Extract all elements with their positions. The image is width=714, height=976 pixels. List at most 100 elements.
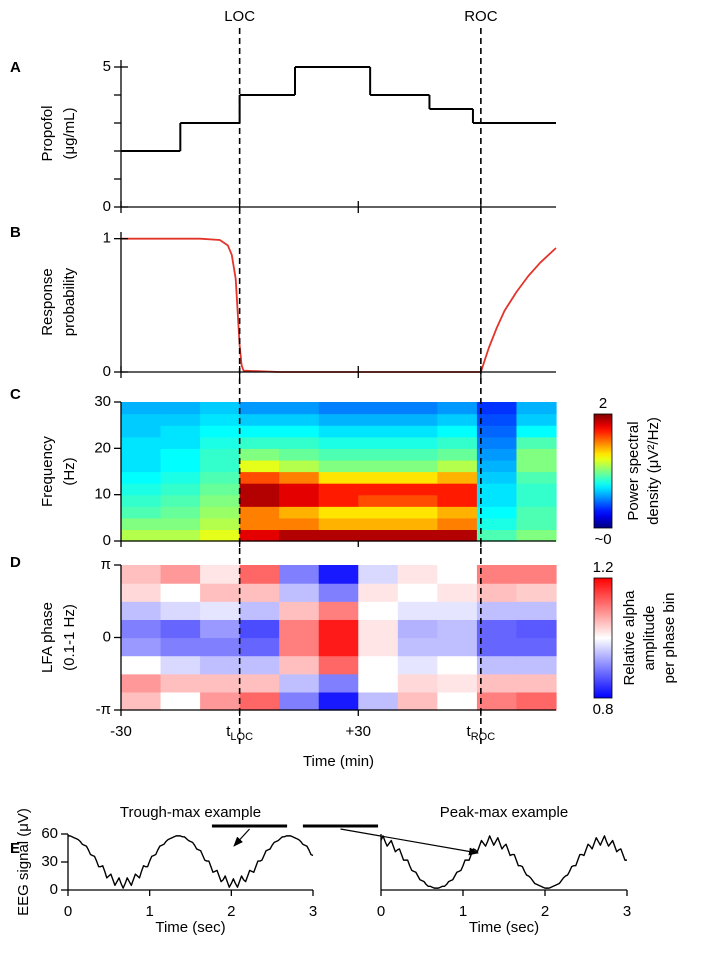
heatmap-cell	[397, 402, 438, 415]
heatmap-cell	[516, 673, 557, 693]
heatmap-cell	[516, 529, 557, 542]
heatmap-cell	[358, 402, 399, 415]
heatmap-cell	[397, 529, 438, 542]
heatmap-cell	[279, 506, 320, 519]
heatmap-cell	[160, 402, 201, 415]
colorbar-label: Power spectral	[625, 421, 642, 520]
heatmap-cell	[200, 471, 241, 484]
heatmap-cell	[121, 402, 162, 415]
heatmap-cell	[476, 637, 518, 657]
heatmap-cell	[516, 601, 557, 620]
heatmap-cell	[476, 655, 518, 675]
y-tick-label: 10	[94, 486, 111, 503]
y-tick-label: 0	[103, 532, 111, 549]
heatmap-cell	[476, 471, 518, 484]
heatmap-cell	[516, 448, 557, 461]
heatmap-cell	[121, 436, 162, 449]
heatmap-cell	[397, 583, 438, 602]
heatmap-cell	[279, 655, 320, 675]
y-tick-label: π	[101, 556, 111, 573]
colorbar-tick-label: ~0	[594, 531, 611, 548]
heatmap-cell	[476, 517, 518, 531]
x-tick-label: 1	[459, 903, 467, 920]
heatmap-cell	[239, 673, 280, 693]
heatmap-cell	[318, 517, 359, 531]
heatmap-cell	[200, 673, 241, 693]
heatmap-cell	[200, 565, 241, 584]
heatmap-cell	[437, 655, 478, 675]
data-line	[68, 835, 314, 889]
heatmap-cell	[318, 691, 359, 711]
heatmap-cell	[279, 637, 320, 657]
heatmap-cell	[279, 402, 320, 415]
heatmap-cell	[121, 483, 162, 496]
heatmap-cell	[200, 601, 241, 620]
heatmap-cell	[121, 655, 162, 675]
heatmap-cell	[121, 637, 162, 657]
heatmap-cell	[358, 494, 399, 507]
heatmap-cell	[160, 471, 201, 484]
heatmap-cell	[476, 448, 518, 461]
heatmap-cell	[239, 529, 280, 542]
heatmap-cell	[279, 483, 320, 496]
heatmap-cell	[200, 494, 241, 507]
heatmap-cell	[476, 691, 518, 711]
heatmap-cell	[358, 637, 399, 657]
heatmap-cell	[516, 517, 557, 531]
heatmap-cell	[200, 583, 241, 602]
heatmap-cell	[437, 436, 478, 449]
heatmap-cell	[160, 483, 201, 496]
heatmap-cell	[476, 494, 518, 507]
x-tick-label: 2	[541, 903, 549, 920]
heatmap-cell	[318, 425, 359, 438]
heatmap-cell	[279, 494, 320, 507]
heatmap-cell	[476, 425, 518, 438]
y-tick-label: 0	[103, 198, 111, 215]
colorbar-label: per phase bin	[661, 593, 678, 684]
heatmap-cell	[437, 459, 478, 473]
heatmap-cell	[121, 583, 162, 602]
heatmap-cell	[239, 448, 280, 461]
y-tick-label: 0	[103, 628, 111, 645]
heatmap-cell	[437, 691, 478, 711]
heatmap-cell	[358, 655, 399, 675]
x-tick-label: tLOC	[226, 723, 253, 743]
heatmap-cell	[279, 691, 320, 711]
heatmap-cell	[437, 619, 478, 639]
heatmap-cell	[318, 506, 359, 519]
heatmap-cell	[318, 471, 359, 484]
heatmap-cell	[397, 637, 438, 657]
heatmap-cell	[318, 448, 359, 461]
heatmap-cell	[160, 506, 201, 519]
heatmap-cell	[121, 506, 162, 519]
heatmap-cell	[358, 583, 399, 602]
y-tick-label: 30	[94, 393, 111, 410]
heatmap-cell	[476, 673, 518, 693]
heatmap-cell	[516, 436, 557, 449]
heatmap-cell	[160, 619, 201, 639]
heatmap-cell	[239, 637, 280, 657]
heatmap-cell	[160, 637, 201, 657]
heatmap-cell	[476, 565, 518, 584]
heatmap-cell	[476, 583, 518, 602]
heatmap-cell	[239, 413, 280, 426]
heatmap-cell	[121, 691, 162, 711]
heatmap-cell	[437, 506, 478, 519]
heatmap-cell	[239, 619, 280, 639]
heatmap-cell	[516, 691, 557, 711]
heatmap-cell	[397, 655, 438, 675]
heatmap-cell	[476, 402, 518, 415]
heatmap-cell	[437, 483, 478, 496]
x-tick-label-sub: ROC	[471, 731, 496, 743]
heatmap-cell	[516, 583, 557, 602]
x-axis-label: Time (sec)	[469, 919, 539, 936]
heatmap-cell	[476, 436, 518, 449]
event-label: ROC	[464, 8, 498, 25]
heatmap-cell	[239, 565, 280, 584]
x-axis-label: Time (min)	[303, 753, 374, 770]
heatmap-cell	[437, 517, 478, 531]
heatmap-cell	[239, 517, 280, 531]
y-tick-label: 1	[103, 230, 111, 247]
y-tick-label: 20	[94, 439, 111, 456]
heatmap-cell	[516, 425, 557, 438]
